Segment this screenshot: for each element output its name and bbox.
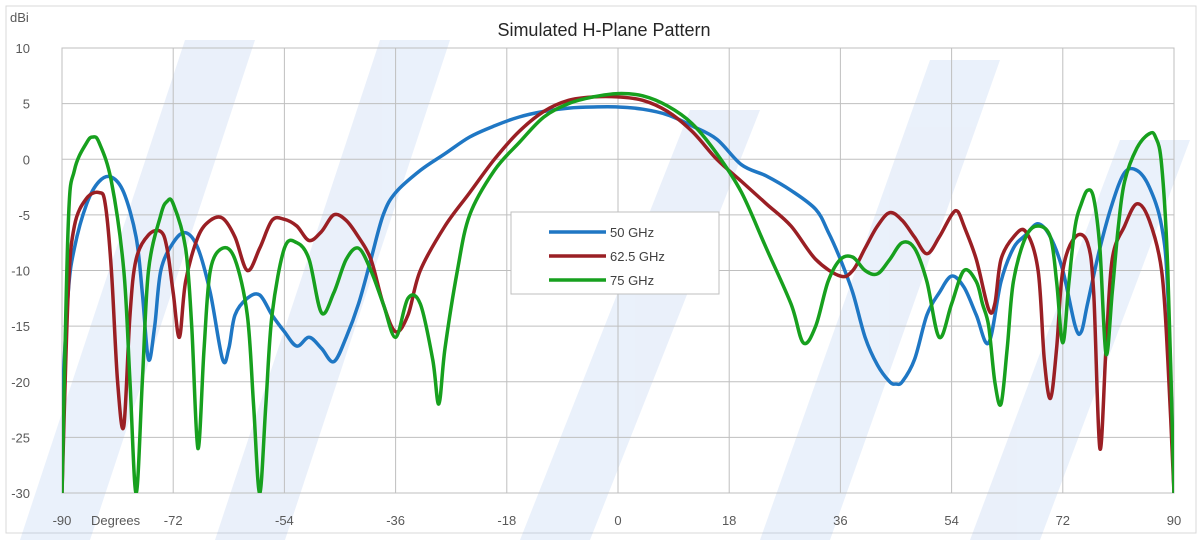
x-tick-label: 36: [833, 513, 847, 528]
legend-label: 50 GHz: [610, 225, 654, 240]
y-tick-labels: 10 5 0 -5 -10 -15 -20 -25 -30: [11, 41, 30, 501]
watermark-stripe-5: [970, 140, 1190, 540]
legend-label: 62.5 GHz: [610, 249, 665, 264]
y-axis-label: dBi: [10, 10, 29, 25]
y-tick-label: -20: [11, 375, 30, 390]
y-tick-label: 10: [16, 41, 30, 56]
watermark: [20, 40, 1190, 540]
legend-items: 50 GHz 62.5 GHz 75 GHz: [549, 225, 665, 288]
legend-label: 75 GHz: [610, 273, 654, 288]
watermark-stripe-2: [215, 40, 450, 540]
x-tick-label: -72: [164, 513, 183, 528]
y-tick-label: -5: [18, 208, 30, 223]
x-axis-label: Degrees: [91, 513, 141, 528]
gridlines: [61, 47, 1175, 494]
x-tick-label: 90: [1167, 513, 1181, 528]
series-line-2: [62, 94, 1174, 493]
series-line-3: [62, 91, 1174, 493]
x-tick-label: 0: [614, 513, 621, 528]
legend-box: [510, 211, 720, 295]
x-tick-label: -36: [386, 513, 405, 528]
y-tick-label: -25: [11, 430, 30, 445]
x-tick-label: -54: [275, 513, 294, 528]
x-tick-label: 18: [722, 513, 736, 528]
y-tick-label: -10: [11, 264, 30, 279]
y-tick-label: -30: [11, 486, 30, 501]
x-tick-label: 54: [944, 513, 958, 528]
y-tick-label: 5: [23, 97, 30, 112]
legend: 50 GHz 62.5 GHz 75 GHz: [510, 211, 720, 295]
x-tick-label: 72: [1056, 513, 1070, 528]
y-tick-label: 0: [23, 152, 30, 167]
chart-title: Simulated H-Plane Pattern: [497, 20, 710, 40]
x-tick-labels: -90 -72 -54 -36 -18 0 18 36 54 72 90: [53, 513, 1182, 528]
watermark-stripe-4: [760, 60, 1000, 540]
x-tick-label: -18: [497, 513, 516, 528]
series-layer: [62, 91, 1174, 493]
watermark-stripe-1: [20, 40, 255, 540]
y-tick-label: -15: [11, 319, 30, 334]
x-tick-label: -90: [53, 513, 72, 528]
